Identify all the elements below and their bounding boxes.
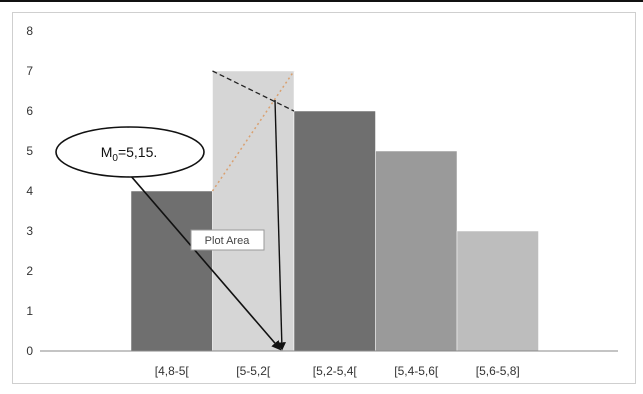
bar <box>130 190 213 352</box>
bar <box>375 150 458 352</box>
mode-diagonal-arrow <box>122 166 282 351</box>
dotted-construction-line <box>211 70 295 192</box>
bar <box>212 70 295 352</box>
x-axis-categories: [4,8-5[ [5-5,2[ [5,2-5,4[ [5,4-5,6[ [5,6-5,8… <box>155 364 520 378</box>
y-tick-label: 8 <box>26 24 33 38</box>
y-tick-label: 0 <box>26 344 33 358</box>
bar <box>456 230 539 352</box>
x-category-label: [5-5,2[ <box>236 364 271 378</box>
x-category-label: [5,4-5,6[ <box>394 364 439 378</box>
y-tick-label: 6 <box>26 104 33 118</box>
x-category-label: [5,2-5,4[ <box>313 364 358 378</box>
y-tick-label: 3 <box>26 224 33 238</box>
y-tick-label: 7 <box>26 64 33 78</box>
mode-label-ellipse: M0=5,15. <box>55 126 205 178</box>
bars <box>130 70 539 352</box>
tooltip-box <box>190 229 265 251</box>
y-axis-ticks: 0 1 2 3 4 5 6 7 8 <box>26 24 33 358</box>
y-tick-label: 4 <box>26 184 33 198</box>
x-category-label: [4,8-5[ <box>155 364 190 378</box>
y-tick-label: 2 <box>26 264 33 278</box>
top-rule <box>0 0 643 2</box>
mode-value-label: M0=5,15. <box>101 144 158 164</box>
x-category-label: [5,6-5,8] <box>476 364 520 378</box>
tooltip-text: Plot Area <box>205 235 251 247</box>
plot-area-tooltip: Plot Area <box>190 229 265 251</box>
bar <box>293 110 376 352</box>
mode-construction: Plot Area M0=5,15. <box>55 70 295 351</box>
y-tick-label: 5 <box>26 144 33 158</box>
y-tick-label: 1 <box>26 304 33 318</box>
ellipse-shape <box>55 126 205 178</box>
dashed-construction-line <box>212 70 295 112</box>
